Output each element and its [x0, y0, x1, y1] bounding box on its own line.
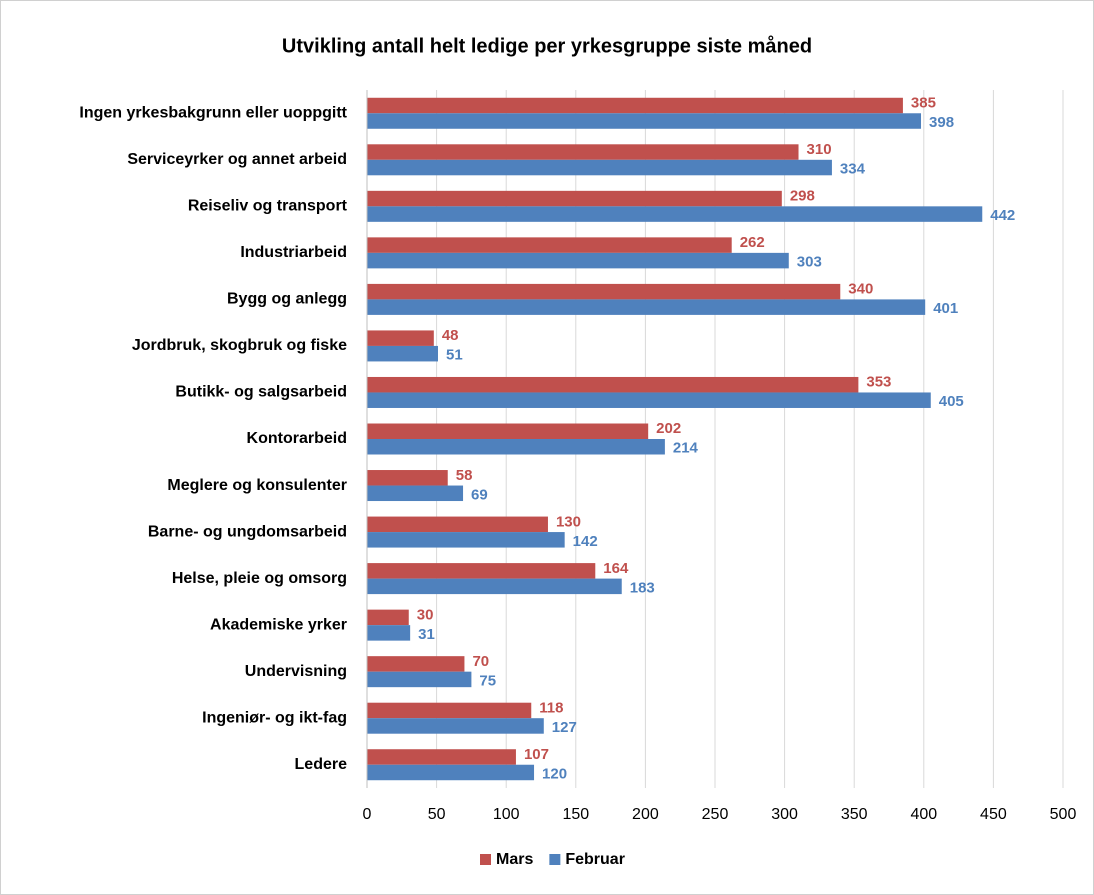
bar — [367, 578, 622, 595]
bar — [367, 718, 544, 734]
x-tick-label: 300 — [771, 806, 798, 823]
bar — [367, 423, 649, 439]
value-label: 401 — [933, 300, 958, 317]
x-tick-label: 250 — [702, 806, 729, 823]
bar — [367, 144, 799, 160]
x-tick-label: 400 — [910, 806, 937, 823]
y-tick-label: Undervisning — [245, 663, 347, 680]
legend-swatch — [549, 854, 561, 865]
bar — [367, 299, 926, 315]
x-tick-label: 350 — [841, 806, 868, 823]
value-label: 303 — [797, 254, 822, 271]
bar — [367, 330, 434, 346]
value-label: 164 — [603, 560, 629, 577]
y-tick-label: Industriarbeid — [240, 244, 347, 261]
bar — [367, 237, 732, 253]
bar — [367, 439, 665, 455]
y-tick-label: Kontorarbeid — [247, 430, 347, 447]
bar — [367, 532, 565, 548]
value-label: 75 — [479, 672, 496, 689]
y-tick-label: Jordbruk, skogbruk og fiske — [132, 337, 347, 354]
chart-title: Utvikling antall helt ledige per yrkesgr… — [282, 34, 812, 57]
bar — [367, 625, 411, 641]
x-tick-label: 500 — [1050, 806, 1077, 823]
bar — [367, 376, 859, 393]
bar — [367, 190, 782, 207]
x-tick-label: 450 — [980, 806, 1007, 823]
y-tick-label: Helse, pleie og omsorg — [172, 570, 347, 587]
value-label: 442 — [990, 207, 1015, 224]
y-tick-label: Ingeniør- og ikt-fag — [202, 709, 347, 726]
value-label: 214 — [673, 440, 699, 457]
y-tick-label: Serviceyrker og annet arbeid — [127, 151, 347, 168]
value-label: 69 — [471, 486, 488, 503]
value-label: 334 — [840, 161, 866, 178]
x-tick-label: 50 — [428, 806, 446, 823]
bar — [367, 206, 983, 222]
value-label: 398 — [929, 114, 954, 131]
bar — [367, 516, 548, 533]
x-tick-label: 0 — [363, 806, 372, 823]
y-tick-label: Ledere — [295, 756, 348, 773]
value-label: 48 — [442, 327, 459, 344]
value-label: 30 — [417, 606, 434, 623]
value-label: 107 — [524, 746, 549, 763]
value-label: 298 — [790, 188, 815, 205]
legend-label: Februar — [565, 851, 625, 868]
bar — [367, 470, 448, 486]
y-tick-label: Barne- og ungdomsarbeid — [148, 523, 347, 540]
value-label: 183 — [630, 579, 655, 596]
value-label: 262 — [740, 234, 765, 251]
y-tick-label: Reiseliv og transport — [188, 198, 348, 215]
bar — [367, 702, 532, 719]
value-label: 58 — [456, 467, 473, 484]
bar — [367, 485, 464, 502]
x-tick-label: 100 — [493, 806, 520, 823]
y-tick-label: Akademiske yrker — [210, 616, 347, 633]
value-label: 118 — [539, 699, 563, 716]
bar — [367, 656, 465, 672]
bar — [367, 113, 922, 129]
y-tick-label: Meglere og konsulenter — [167, 477, 347, 494]
bar — [367, 749, 516, 765]
bar — [367, 159, 832, 176]
legend-label: Mars — [496, 851, 533, 868]
bar — [367, 97, 903, 114]
value-label: 51 — [446, 347, 463, 364]
bar — [367, 671, 472, 688]
value-label: 340 — [848, 281, 873, 298]
value-label: 142 — [573, 533, 598, 550]
value-label: 31 — [418, 626, 435, 643]
y-tick-label: Butikk- og salgsarbeid — [175, 384, 347, 401]
value-label: 385 — [911, 94, 936, 111]
bar — [367, 609, 409, 626]
value-label: 120 — [542, 765, 567, 782]
x-tick-label: 150 — [562, 806, 589, 823]
legend-swatch — [480, 854, 491, 865]
value-label: 202 — [656, 420, 681, 437]
bar — [367, 392, 931, 408]
bar — [367, 764, 535, 781]
value-label: 127 — [552, 719, 577, 736]
y-tick-label: Bygg og anlegg — [227, 291, 347, 308]
y-tick-label: Ingen yrkesbakgrunn eller uoppgitt — [79, 104, 347, 121]
value-label: 70 — [472, 653, 489, 670]
bar — [367, 283, 841, 300]
x-tick-label: 200 — [632, 806, 659, 823]
value-label: 353 — [866, 374, 891, 391]
value-label: 405 — [939, 393, 964, 410]
bar — [367, 252, 789, 269]
bar — [367, 345, 438, 362]
bar — [367, 563, 596, 579]
value-label: 310 — [807, 141, 832, 158]
value-label: 130 — [556, 513, 581, 530]
